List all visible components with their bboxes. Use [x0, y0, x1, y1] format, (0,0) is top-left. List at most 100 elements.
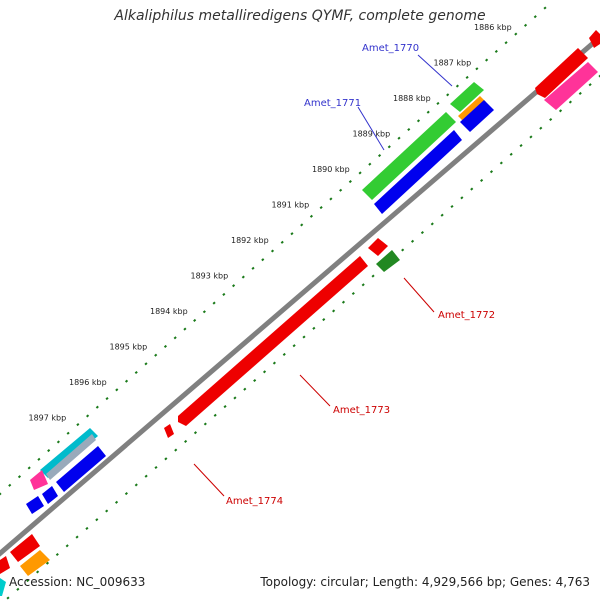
- tick-dot: [124, 379, 129, 383]
- tick-dot: [329, 197, 333, 201]
- tick-dot: [6, 596, 10, 600]
- tick-dot: [450, 204, 454, 209]
- tick-dot: [8, 483, 12, 487]
- tick-dot: [261, 258, 265, 262]
- tick-dot: [489, 170, 494, 174]
- tick-dot: [55, 552, 59, 557]
- tick-dot: [420, 231, 424, 235]
- gene-label-amet-1774[interactable]: Amet_1774: [226, 496, 283, 507]
- tick-dot: [292, 344, 296, 348]
- tick-dot: [504, 41, 508, 45]
- gene-feature[interactable]: [46, 434, 96, 480]
- tick-dot: [578, 91, 582, 95]
- tick-dot: [529, 135, 533, 139]
- gene-feature[interactable]: [376, 250, 400, 272]
- tick-dot: [184, 439, 188, 443]
- gene-label-amet-1772[interactable]: Amet_1772: [438, 310, 495, 321]
- tick-dot: [193, 431, 198, 435]
- gene-feature[interactable]: [368, 238, 388, 256]
- gene-feature[interactable]: [20, 550, 50, 576]
- tick-dot: [134, 370, 138, 375]
- gene-label-amet-1770[interactable]: Amet_1770: [362, 43, 419, 54]
- map-title: Alkaliphilus metalliredigens QYMF, compl…: [114, 8, 486, 24]
- tick-dot: [282, 352, 286, 356]
- tick-label: 1888 kbp: [393, 94, 431, 103]
- tick-dot: [312, 326, 316, 330]
- tick-dot: [543, 6, 547, 10]
- gene-feature[interactable]: [535, 48, 588, 98]
- gene-feature[interactable]: [10, 534, 40, 562]
- gene-feature[interactable]: [164, 424, 174, 438]
- tick-label: 1897 kbp: [29, 414, 67, 423]
- tick-dot: [154, 465, 158, 470]
- tick-dot: [105, 509, 109, 513]
- tick-dot: [598, 74, 600, 78]
- tick-dot: [446, 93, 450, 97]
- tick-dot: [270, 249, 275, 253]
- gene-feature[interactable]: [0, 578, 6, 596]
- gene-feature[interactable]: [40, 428, 98, 478]
- tick-label: 1896 kbp: [69, 378, 107, 387]
- tick-dot: [470, 187, 474, 191]
- tick-dot: [262, 370, 267, 374]
- tick-dot: [16, 587, 20, 591]
- tick-dot: [519, 144, 523, 148]
- gene-feature[interactable]: [0, 556, 10, 574]
- gene-labels[interactable]: Amet_1770 Amet_1771 Amet_1772 Amet_1773 …: [226, 43, 495, 507]
- tick-dot: [332, 309, 336, 313]
- callout-line-amet-1772: [403, 277, 435, 313]
- callout-line-amet-1774: [193, 463, 225, 497]
- tick-dot: [533, 15, 537, 19]
- tick-dot: [144, 474, 148, 478]
- tick-dot: [300, 223, 304, 227]
- tick-dot: [387, 145, 391, 149]
- tick-dot: [173, 336, 177, 340]
- tick-label: 1892 kbp: [231, 236, 269, 245]
- gene-feature[interactable]: [56, 446, 106, 492]
- tick-dot: [339, 188, 343, 192]
- tick-dot: [436, 101, 440, 106]
- gene-feature[interactable]: [178, 256, 368, 426]
- tick-dot: [290, 232, 294, 236]
- gene-feature[interactable]: [458, 96, 486, 122]
- gene-feature[interactable]: [42, 486, 58, 504]
- tick-dot: [134, 483, 138, 487]
- gene-label-amet-1771[interactable]: Amet_1771: [304, 98, 361, 109]
- accession-text: Accession: NC_009633: [9, 575, 146, 589]
- tick-dot: [465, 75, 469, 79]
- gene-feature[interactable]: [450, 82, 484, 112]
- gene-feature[interactable]: [589, 30, 600, 48]
- tick-dot: [480, 178, 484, 182]
- tick-dot: [397, 136, 401, 140]
- gene-feature[interactable]: [362, 112, 456, 200]
- tick-dot: [341, 300, 346, 304]
- tick-dot: [455, 84, 459, 88]
- tick-dot: [475, 67, 479, 71]
- tick-dot: [0, 492, 2, 496]
- tick-label: 1890 kbp: [312, 165, 350, 174]
- tick-dot: [348, 180, 352, 184]
- gene-label-amet-1773[interactable]: Amet_1773: [333, 405, 390, 416]
- tick-dot: [95, 405, 99, 409]
- gene-feature[interactable]: [460, 100, 494, 132]
- tick-dot: [401, 248, 405, 252]
- tick-dot: [144, 362, 148, 366]
- tick-dot: [407, 127, 411, 132]
- gene-feature[interactable]: [30, 470, 48, 490]
- gene-feature[interactable]: [374, 130, 462, 214]
- gene-feature[interactable]: [26, 496, 44, 514]
- tick-dot: [568, 100, 572, 104]
- tick-dot: [56, 440, 60, 444]
- tick-label: 1889 kbp: [353, 130, 391, 139]
- tick-dot: [47, 449, 51, 453]
- tick-dot: [322, 318, 326, 322]
- tick-dot: [66, 431, 70, 435]
- gene-features[interactable]: [0, 30, 600, 596]
- tick-dot: [17, 475, 22, 479]
- tick-dot: [410, 239, 415, 243]
- tick-dot: [203, 422, 207, 426]
- tick-dot: [223, 405, 227, 409]
- tick-dot: [523, 23, 528, 27]
- gene-feature[interactable]: [544, 62, 598, 110]
